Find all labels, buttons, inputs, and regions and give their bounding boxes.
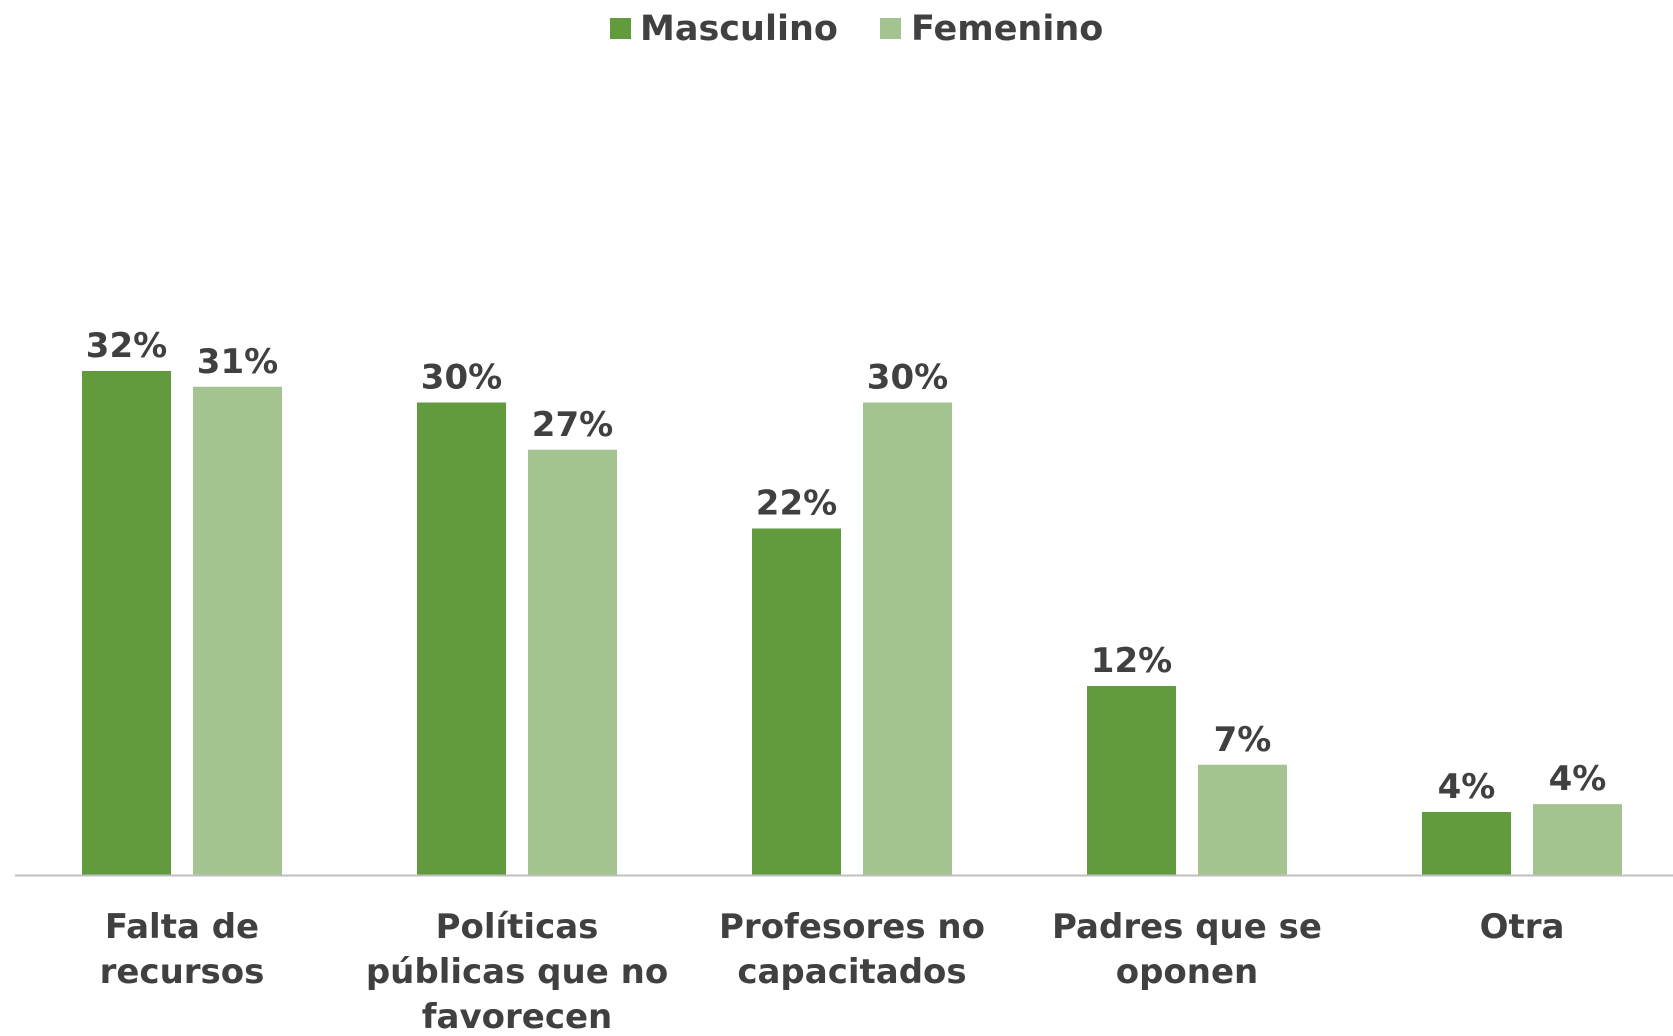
value-labels-group: 32% 31% 30% 27% 22% 30% 12% 7% 4% 4% (86, 326, 1607, 807)
value-label-masculino-1: 32% (86, 326, 167, 366)
bar-masculino-1 (82, 371, 171, 875)
legend-swatch-femenino (880, 18, 901, 39)
legend-swatch-masculino (610, 18, 631, 39)
value-label-femenino-3: 30% (867, 358, 948, 398)
value-label-masculino-3: 22% (756, 484, 837, 524)
value-label-femenino-4: 7% (1214, 720, 1272, 760)
bar-masculino-4 (1087, 686, 1176, 875)
category-label-2: Políticas públicas que no favorecen (366, 907, 668, 1032)
category-labels-group: Falta de recursos Políticas públicas que no… (100, 907, 1565, 1036)
value-label-femenino-1: 31% (197, 342, 278, 382)
value-label-masculino-5: 4% (1438, 767, 1496, 807)
bar-femenino-5 (1533, 804, 1622, 875)
bar-femenino-1 (193, 386, 282, 875)
value-label-femenino-2: 27% (532, 405, 613, 445)
bars-group (82, 371, 1622, 875)
bar-masculino-5 (1422, 812, 1511, 875)
category-label-1: Falta de recursos (100, 907, 265, 992)
bar-femenino-4 (1198, 764, 1287, 875)
bar-masculino-2 (417, 402, 506, 875)
legend-label-femenino: Femenino (911, 9, 1103, 49)
category-label-3: Profesores no capacitados (719, 907, 985, 992)
value-label-masculino-4: 12% (1091, 641, 1172, 681)
bar-femenino-3 (863, 402, 952, 875)
legend: Masculino Femenino (610, 9, 1103, 49)
bar-masculino-3 (752, 528, 841, 875)
legend-label-masculino: Masculino (640, 9, 838, 49)
value-label-masculino-2: 30% (421, 358, 502, 398)
category-label-5: Otra (1480, 907, 1565, 947)
value-label-femenino-5: 4% (1549, 759, 1607, 799)
category-label-4: Padres que se oponen (1052, 907, 1322, 992)
bar-femenino-2 (528, 449, 617, 875)
